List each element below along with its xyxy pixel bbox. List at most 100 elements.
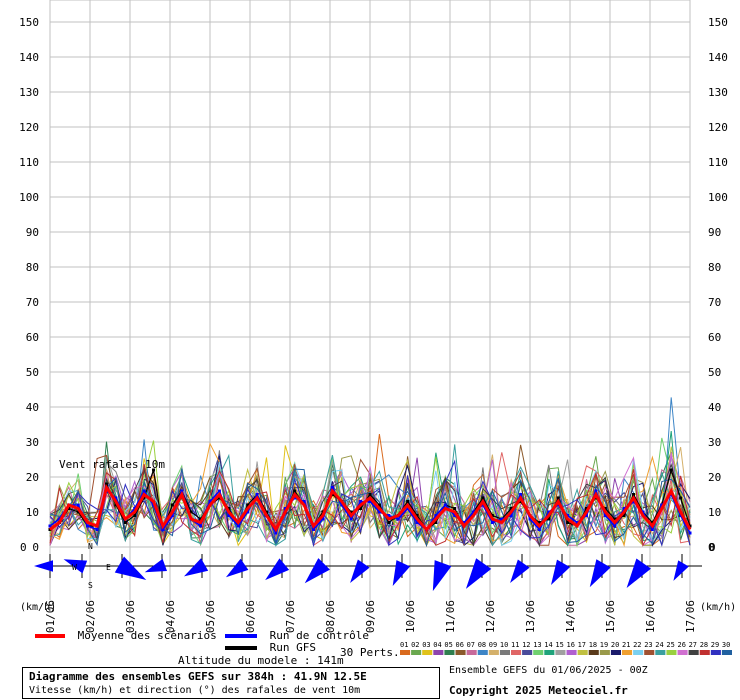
perturbation-swatch xyxy=(411,650,422,655)
control-run-line-point xyxy=(236,524,240,528)
y-tick-right: 20 xyxy=(708,471,721,484)
legend-mean-label: Moyenne des scénarios xyxy=(77,629,217,642)
perturbation-label: 05 xyxy=(444,641,452,649)
perturbation-swatch xyxy=(533,650,544,655)
perturbation-label: 08 xyxy=(478,641,486,649)
copyright: Copyright 2025 Meteociel.fr xyxy=(449,684,628,697)
perturbation-label: 02 xyxy=(411,641,419,649)
control-run-line-point xyxy=(312,528,316,531)
gfs-run-line-point xyxy=(67,507,71,510)
perturbation-label: 14 xyxy=(544,641,552,649)
gfs-run-line-point xyxy=(650,521,654,524)
control-run-line-point xyxy=(349,517,353,521)
control-run-line-point xyxy=(453,514,457,517)
footer-title: Diagramme des ensembles GEFS sur 384h : … xyxy=(29,670,367,683)
control-run-line-point xyxy=(199,524,203,528)
gfs-run-line-point xyxy=(368,493,372,496)
control-run-line-point xyxy=(632,500,636,503)
perturbation-label: 27 xyxy=(689,641,697,649)
control-run-line-point xyxy=(48,524,52,528)
legend-mean: Moyenne des scénarios xyxy=(35,629,217,642)
gfs-run-line-point xyxy=(519,500,523,503)
wind-arrow xyxy=(350,559,370,584)
wind-arrow xyxy=(63,559,88,574)
control-run-line-point xyxy=(161,528,165,531)
gfs-run-line-point xyxy=(415,514,419,517)
y-tick-right: 110 xyxy=(708,156,728,169)
control-run-line-point xyxy=(368,500,372,503)
perturbation-swatch xyxy=(488,650,499,655)
wind-arrow xyxy=(510,559,530,584)
perturbation-swatch xyxy=(666,650,677,655)
x-date-label: 05/06 xyxy=(204,600,217,633)
perturbation-swatch xyxy=(610,650,621,655)
wind-arrow xyxy=(183,558,209,577)
y-tick-left: 40 xyxy=(26,401,39,414)
y-tick-right: 80 xyxy=(708,261,721,274)
legend-gfs: Run GFS xyxy=(225,641,316,654)
gfs-run-line-point xyxy=(603,507,607,510)
footer-title-box: Diagramme des ensembles GEFS sur 384h : … xyxy=(22,667,440,699)
control-run-line-point xyxy=(603,514,607,517)
perturbation-swatch xyxy=(721,650,732,655)
x-date-label: 03/06 xyxy=(124,600,137,633)
perturbation-label: 19 xyxy=(600,641,608,649)
perturbation-label: 01 xyxy=(400,641,408,649)
perturbation-label: 07 xyxy=(467,641,475,649)
y-zero-right: 0 xyxy=(709,541,716,554)
perturbation-swatch xyxy=(622,650,633,655)
perturbation-label: 29 xyxy=(711,641,719,649)
gfs-run-line-point xyxy=(227,507,231,510)
gfs-run-line-point xyxy=(199,517,203,521)
gfs-run-line-point xyxy=(293,489,297,493)
x-date-label: 13/06 xyxy=(524,600,537,633)
x-date-label: 11/06 xyxy=(444,600,457,633)
gfs-run-line-point xyxy=(434,521,438,524)
control-run-line-point xyxy=(255,493,259,496)
gfs-run-line-point xyxy=(142,496,146,500)
y-zero-left: 0 xyxy=(20,541,27,554)
perturbation-label: 04 xyxy=(433,641,441,649)
mean-line xyxy=(49,483,692,533)
perturbation-swatch xyxy=(655,650,666,655)
control-run-line-point xyxy=(660,503,664,507)
legend-gfs-label: Run GFS xyxy=(269,641,316,654)
control-run-line-point xyxy=(434,514,438,517)
y-tick-left: 90 xyxy=(26,226,39,239)
perturbation-line-17 xyxy=(49,446,691,546)
control-run-line-point xyxy=(472,510,476,514)
control-run-line-point xyxy=(556,503,560,507)
perturbation-swatch xyxy=(422,650,433,655)
y-tick-right: 130 xyxy=(708,86,728,99)
perturbation-swatch xyxy=(555,650,566,655)
perturbation-label: 17 xyxy=(578,641,586,649)
control-run-line-point xyxy=(500,517,504,521)
gfs-run-line-point xyxy=(359,507,363,510)
perturbation-swatch xyxy=(688,650,699,655)
control-run-line-point xyxy=(274,531,278,535)
y-tick-left: 140 xyxy=(19,51,39,64)
wind-arrow xyxy=(114,556,147,580)
wind-arrow xyxy=(34,560,53,572)
y-tick-left: 120 xyxy=(19,121,39,134)
y-tick-right: 30 xyxy=(708,436,721,449)
gfs-run-line-point xyxy=(556,496,560,500)
y-tick-right: 60 xyxy=(708,331,721,344)
gfs-run-line-point xyxy=(76,510,80,514)
x-date-label: 17/06 xyxy=(684,600,697,633)
gfs-run-line-point xyxy=(152,468,156,472)
gfs-run-line-point xyxy=(622,514,626,517)
perturbation-label: 22 xyxy=(633,641,641,649)
y-tick-left: 100 xyxy=(19,191,39,204)
y-tick-right: 10 xyxy=(708,506,721,519)
control-run-line-point xyxy=(566,514,570,517)
perturbation-line-28 xyxy=(49,463,691,547)
y-tick-right: 0 xyxy=(708,541,715,554)
wind-arrow xyxy=(589,559,611,588)
x-date-label: 06/06 xyxy=(244,600,257,633)
perturbation-label: 10 xyxy=(500,641,508,649)
gfs-run-line-point xyxy=(170,503,174,507)
perturbation-swatch xyxy=(477,650,488,655)
y-tick-right: 140 xyxy=(708,51,728,64)
y-tick-left: 130 xyxy=(19,86,39,99)
